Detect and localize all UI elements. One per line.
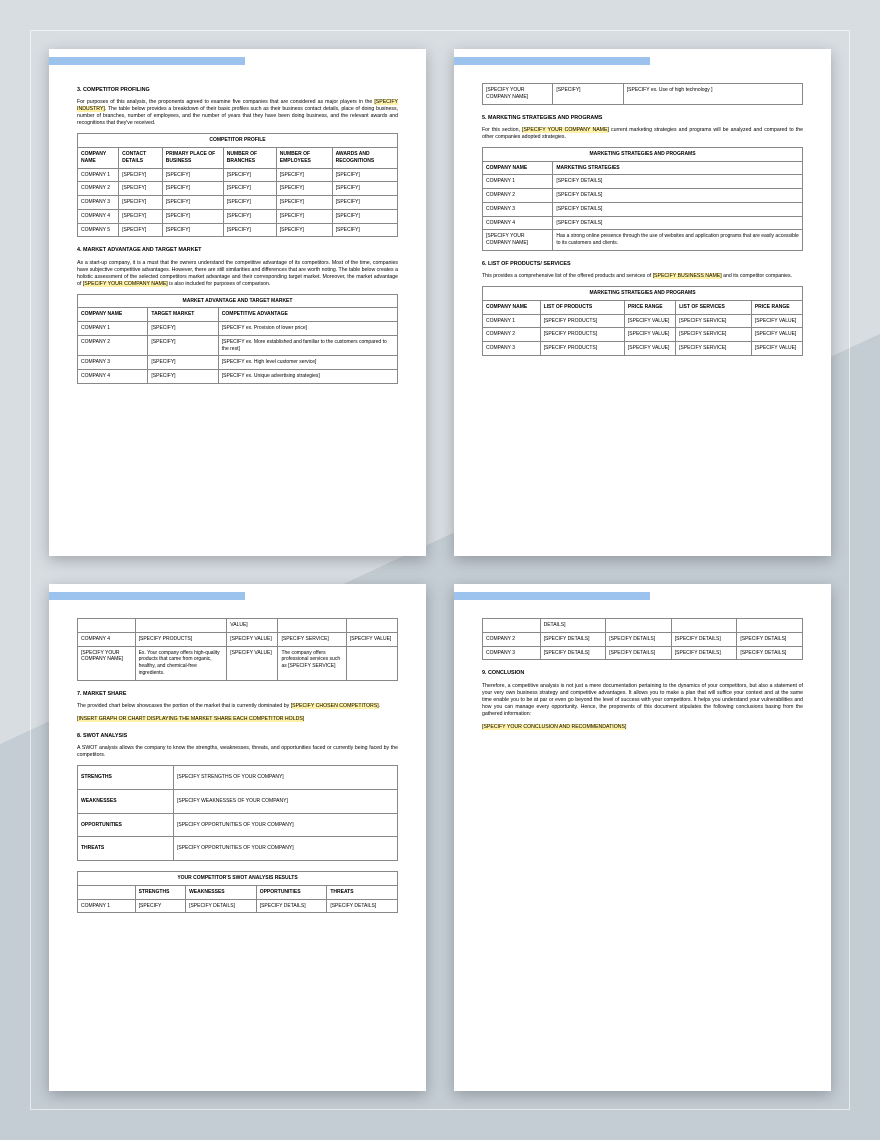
- page-3: VALUE] COMPANY 4[SPECIFY PRODUCTS][SPECI…: [49, 584, 426, 1091]
- highlight: [INSERT GRAPH OR CHART DISPLAYING THE MA…: [77, 716, 304, 722]
- th: COMPANY NAME: [78, 148, 119, 169]
- highlight: [SPECIFY YOUR CONCLUSION AND RECOMMENDAT…: [482, 724, 626, 730]
- section-4-title: 4. MARKET ADVANTAGE AND TARGET MARKET: [77, 247, 398, 254]
- competitor-swot-continued: DETAILS] COMPANY 2[SPECIFY DETAILS][SPEC…: [482, 618, 803, 660]
- text: is also included for purposes of compari…: [168, 281, 271, 287]
- th: CONTACT DETAILS: [119, 148, 163, 169]
- section-7-title: 7. MARKET SHARE: [77, 691, 398, 698]
- section-9-title: 9. CONCLUSION: [482, 670, 803, 677]
- section-3-para: For purposes of this analysis, the propo…: [77, 99, 398, 127]
- section-7-para: The provided chart below showcases the p…: [77, 703, 398, 710]
- page-grid: 3. COMPETITOR PROFILING For purposes of …: [49, 49, 831, 1091]
- section-8-title: 8. SWOT ANALYSIS: [77, 733, 398, 740]
- th: PRIMARY PLACE OF BUSINESS: [162, 148, 223, 169]
- highlight: [SPECIFY BUSINESS NAME]: [653, 273, 722, 279]
- th: NUMBER OF BRANCHES: [223, 148, 276, 169]
- table-title: MARKET ADVANTAGE AND TARGET MARKET: [78, 294, 398, 308]
- market-advantage-continued: [SPECIFY YOUR COMPANY NAME][SPECIFY][SPE…: [482, 83, 803, 105]
- section-9-para: Therefore, a competitive analysis is not…: [482, 683, 803, 718]
- chart-placeholder: [INSERT GRAPH OR CHART DISPLAYING THE MA…: [77, 716, 398, 723]
- page-4: DETAILS] COMPANY 2[SPECIFY DETAILS][SPEC…: [454, 584, 831, 1091]
- text: For purposes of this analysis, the propo…: [77, 99, 374, 105]
- page-1: 3. COMPETITOR PROFILING For purposes of …: [49, 49, 426, 556]
- products-continued-table: VALUE] COMPANY 4[SPECIFY PRODUCTS][SPECI…: [77, 618, 398, 681]
- header-bar: [454, 592, 650, 600]
- conclusion-placeholder: [SPECIFY YOUR CONCLUSION AND RECOMMENDAT…: [482, 724, 803, 731]
- table-title: COMPETITOR PROFILE: [78, 134, 398, 148]
- document-frame: 3. COMPETITOR PROFILING For purposes of …: [30, 30, 850, 1110]
- section-5-para: For this section, [SPECIFY YOUR COMPANY …: [482, 127, 803, 141]
- highlight: [SPECIFY CHOSEN COMPETITORS]: [291, 703, 379, 709]
- section-8-para: A SWOT analysis allows the company to kn…: [77, 745, 398, 759]
- competitor-swot-table: YOUR COMPETITOR'S SWOT ANALYSIS RESULTS …: [77, 871, 398, 913]
- header-bar: [49, 57, 245, 65]
- section-4-para: As a start-up company, it is a must that…: [77, 260, 398, 288]
- header-bar: [49, 592, 245, 600]
- page-2: [SPECIFY YOUR COMPANY NAME][SPECIFY][SPE…: [454, 49, 831, 556]
- th: NUMBER OF EMPLOYEES: [276, 148, 332, 169]
- swot-table: STRENGTHS[SPECIFY STRENGTHS OF YOUR COMP…: [77, 765, 398, 861]
- text: . The table below provides a breakdown o…: [77, 106, 398, 126]
- highlight: [SPECIFY YOUR COMPANY NAME]: [83, 281, 168, 287]
- section-6-para: This provides a comprehensive list of th…: [482, 273, 803, 280]
- market-advantage-table: MARKET ADVANTAGE AND TARGET MARKET COMPA…: [77, 294, 398, 384]
- section-3-title: 3. COMPETITOR PROFILING: [77, 87, 398, 94]
- th: AWARDS AND RECOGNITIONS: [332, 148, 397, 169]
- competitor-profile-table: COMPETITOR PROFILE COMPANY NAME CONTACT …: [77, 133, 398, 237]
- highlight: [SPECIFY YOUR COMPANY NAME]: [522, 127, 609, 133]
- marketing-strategies-table: MARKETING STRATEGIES AND PROGRAMS COMPAN…: [482, 147, 803, 251]
- header-bar: [454, 57, 650, 65]
- section-6-title: 6. LIST OF PRODUCTS/ SERVICES: [482, 261, 803, 268]
- section-5-title: 5. MARKETING STRATEGIES AND PROGRAMS: [482, 115, 803, 122]
- products-services-table: MARKETING STRATEGIES AND PROGRAMS COMPAN…: [482, 286, 803, 356]
